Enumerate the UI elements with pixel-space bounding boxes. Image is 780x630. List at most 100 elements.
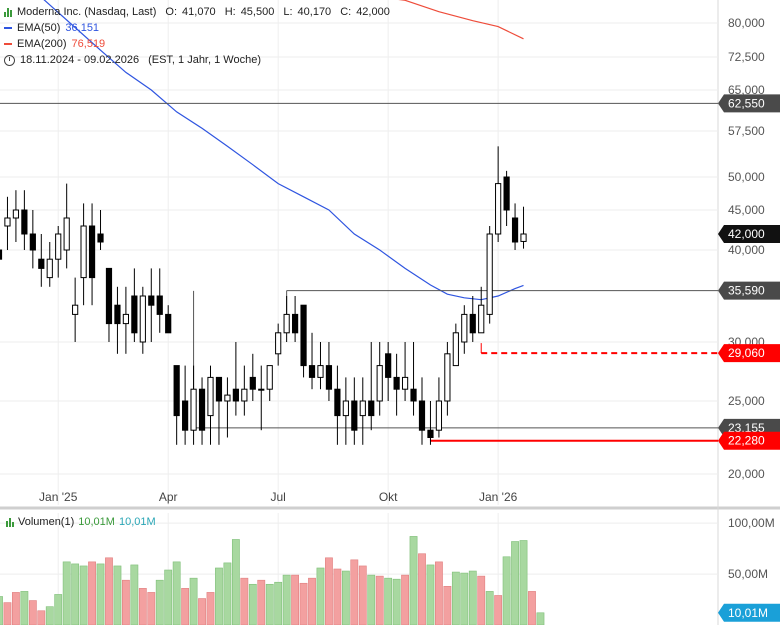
volume-bar	[122, 579, 130, 626]
candle-body	[461, 313, 468, 343]
volume-bar	[62, 561, 71, 626]
volume-bar	[333, 568, 342, 626]
low-label: L:	[283, 6, 293, 18]
volume-value-2: 10,01M	[118, 516, 156, 528]
candle-body	[435, 400, 443, 431]
price-tick-label: 80,000	[728, 16, 765, 30]
volume-bar	[308, 577, 316, 626]
volume-bar	[265, 583, 274, 626]
volume-bar	[12, 592, 20, 626]
volume-bar	[189, 577, 198, 626]
price-tag: 62,550	[728, 96, 765, 110]
volume-bar	[358, 565, 367, 626]
ema50-line	[43, 0, 524, 301]
volume-bar	[451, 571, 460, 626]
candlestick-icon	[4, 7, 12, 17]
clock-icon	[4, 54, 15, 66]
volume-bar	[350, 559, 359, 626]
volume-bar	[519, 540, 528, 626]
ema200-line	[398, 0, 524, 40]
price-tag-bg	[718, 281, 780, 300]
instrument-name: Moderna Inc. (Nasdaq, Last)	[17, 6, 157, 18]
volume-bar	[88, 561, 96, 626]
volume-bar	[257, 579, 266, 626]
candle-body	[283, 313, 290, 334]
volume-bar	[223, 562, 232, 626]
volume-bar	[28, 600, 37, 626]
candle-body	[368, 400, 375, 417]
volume-bar	[37, 610, 46, 626]
volume-bar	[443, 586, 452, 626]
volume-bar	[341, 570, 350, 626]
candle-body	[21, 209, 28, 235]
candle-body	[520, 233, 527, 242]
candle-body	[55, 233, 62, 260]
range-note: (EST, 1 Jahr, 1 Woche)	[148, 54, 261, 66]
volume-bar	[240, 577, 249, 626]
volume-bar	[282, 574, 291, 626]
open-label: O:	[165, 6, 178, 18]
candle-body	[148, 295, 155, 306]
volume-bar	[316, 567, 325, 626]
price-tick-label: 25,000	[728, 394, 765, 408]
ema200-row[interactable]: EMA(200) 76,519	[4, 36, 390, 52]
volume-bar	[215, 567, 223, 626]
volume-bar	[3, 602, 12, 626]
candle-body	[72, 304, 79, 315]
volume-bar	[375, 575, 384, 626]
candle-body	[122, 313, 130, 325]
candle-body	[334, 388, 341, 417]
candle-body	[12, 209, 20, 219]
volume-bar	[113, 565, 122, 626]
candle-body	[4, 217, 11, 227]
volume-bar	[392, 578, 401, 626]
volume-tag-bg	[718, 603, 780, 622]
candle-body	[444, 353, 451, 402]
candle-body	[418, 400, 426, 431]
volume-bar	[511, 541, 519, 626]
volume-bar	[45, 606, 54, 626]
ema50-row[interactable]: EMA(50) 36,151	[4, 20, 390, 36]
candle-body	[63, 217, 70, 251]
price-tick-label: 65,000	[728, 83, 765, 97]
candle-body	[114, 304, 121, 325]
candle-body	[325, 365, 333, 390]
volume-bar	[172, 561, 181, 626]
volume-bar	[105, 557, 113, 626]
volume-bar	[367, 574, 376, 626]
candle-body	[401, 376, 409, 390]
ema200-swatch	[4, 43, 12, 45]
candle-body	[258, 388, 265, 391]
x-tick-label: Apr	[159, 490, 178, 504]
volume-bar	[164, 569, 173, 626]
candle-body	[80, 225, 87, 279]
close-label: C:	[340, 6, 352, 18]
ema200-label: EMA(200)	[17, 38, 67, 50]
volume-bar	[79, 565, 88, 626]
price-tick-label: 50,000	[728, 170, 765, 184]
volume-bar	[536, 612, 545, 626]
candle-body	[511, 217, 519, 243]
candle-body	[232, 388, 239, 402]
volume-bar	[477, 575, 486, 626]
price-tag-bg	[718, 344, 780, 363]
candle-body	[88, 225, 96, 279]
ema50-value: 36,151	[65, 22, 100, 34]
ema50-swatch	[4, 27, 12, 29]
range-row[interactable]: 18.11.2024 - 09.02.2026 (EST, 1 Jahr, 1 …	[4, 52, 390, 68]
volume-label: Volumen(1)	[18, 516, 75, 528]
candle-body	[410, 388, 417, 402]
x-tick-label: Okt	[379, 490, 398, 504]
volume-bar	[485, 591, 494, 626]
volume-icon	[6, 517, 14, 527]
candle-body	[105, 267, 113, 325]
volume-bar	[502, 556, 511, 626]
low-value: 40,170	[297, 6, 332, 18]
price-tag: 29,060	[728, 346, 765, 360]
volume-bar	[231, 539, 240, 626]
candle-body	[198, 388, 206, 431]
volume-bar	[130, 564, 139, 626]
x-tick-label: Jul	[271, 490, 286, 504]
volume-bar	[0, 596, 3, 626]
